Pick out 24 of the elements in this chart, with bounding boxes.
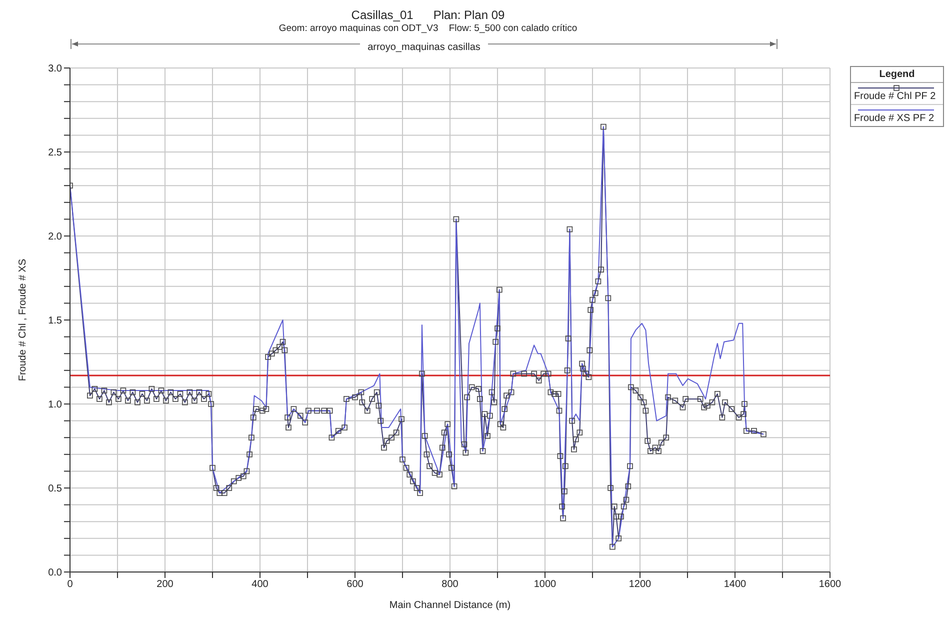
y-tick-label: 2.0: [48, 232, 62, 243]
y-tick-label: 1.5: [48, 316, 62, 327]
x-tick-label: 1600: [818, 579, 842, 590]
y-axis-title: Froude # Chl , Froude # XS: [18, 258, 29, 382]
legend-title: Legend: [851, 67, 943, 83]
chart-title: Casillas_01 Plan: Plan 09: [350, 8, 506, 22]
x-tick-label: 1200: [628, 579, 652, 590]
x-tick-label: 600: [346, 579, 364, 590]
x-tick-label: 400: [252, 579, 269, 590]
y-tick-label: 1.0: [48, 400, 62, 411]
y-tick-label: 3.0: [48, 64, 62, 75]
x-tick-label: 1400: [724, 579, 747, 590]
legend-label: Froude # Chl PF 2: [854, 91, 937, 102]
text: arroyo_maquinas casillas: [360, 42, 488, 53]
text: Froude # XS PF 2: [854, 113, 936, 124]
x-tick-label: 0: [67, 579, 74, 590]
x-tick-label: 200: [156, 579, 174, 590]
y-tick-label: 0.5: [48, 484, 62, 495]
x-tick-label: 800: [442, 579, 459, 590]
chart-subtitle: Geom: arroyo maquinas con ODT_V3 Flow: 5_500 con calado crítico: [278, 23, 578, 34]
y-tick-label: 2.5: [48, 148, 62, 159]
y-tick-label: 0.0: [48, 568, 62, 579]
x-tick-label: 1000: [534, 579, 557, 590]
x-axis-title: Main Channel Distance (m): [389, 600, 511, 611]
